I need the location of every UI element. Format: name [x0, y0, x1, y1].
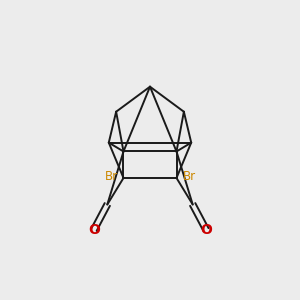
Text: O: O: [200, 223, 212, 236]
Text: Br: Br: [182, 170, 196, 183]
Text: Br: Br: [104, 170, 118, 183]
Text: O: O: [88, 223, 100, 236]
